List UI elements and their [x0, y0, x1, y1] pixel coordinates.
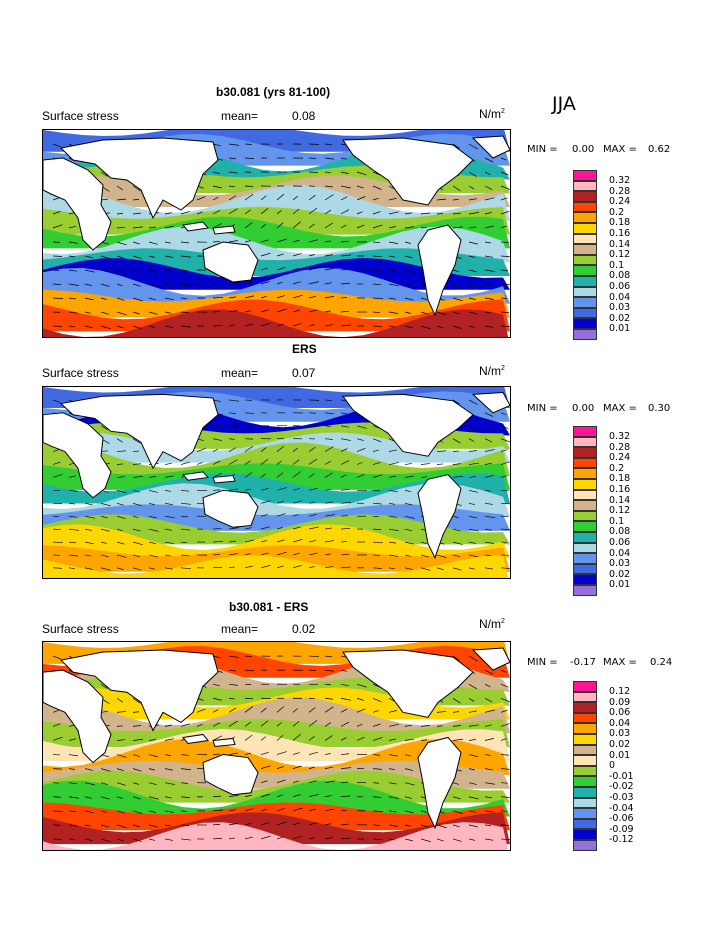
colorbar-tick-label: 0.04: [609, 717, 631, 729]
colorbar-tick-label: 0.02: [609, 568, 631, 580]
colorbar-tick-label: 0.32: [609, 431, 631, 442]
colorbar-tick-label: 0.32: [609, 175, 631, 186]
panel-1-map: [42, 129, 511, 338]
colorbar-tick-label: 0.16: [609, 227, 631, 239]
panel-3-map: [42, 641, 511, 851]
colorbar-tick-label: 0.18: [609, 217, 631, 229]
panel-1-units: N/m2: [479, 107, 505, 121]
colorbar-tick-label: 0.01: [609, 323, 631, 335]
colorbar-tick-label: 0.03: [609, 558, 631, 570]
panel-3-max-label: MAX =: [603, 657, 637, 668]
panel-1-min-label: MIN =: [527, 144, 558, 155]
panel-2-max-label: MAX =: [603, 403, 637, 414]
colorbar-tick-label: 0.2: [609, 462, 625, 474]
colorbar-tick-label: 0.14: [609, 238, 631, 250]
colorbar-tick-label: 0.02: [609, 738, 631, 750]
panel-2-min-label: MIN =: [527, 403, 558, 414]
panel-1-min-value: 0.00: [572, 144, 595, 155]
colorbar-tick-label: -0.03: [609, 791, 634, 803]
colorbar-tick-label: 0.24: [609, 196, 631, 208]
colorbar-tick-label: 0.06: [609, 280, 631, 292]
colorbar-tick-label: 0.14: [609, 494, 631, 506]
colorbar-tick-label: 0.12: [609, 686, 631, 697]
ocean-field: [43, 130, 510, 337]
panel-1-title: b30.081 (yrs 81-100): [216, 85, 331, 99]
colorbar-tick-label: -0.02: [609, 781, 634, 793]
colorbar-tick-label: 0.08: [609, 526, 631, 538]
panel-3-field: Surface stress: [42, 622, 119, 636]
panel-1-max-label: MAX =: [603, 144, 637, 155]
colorbar-tick-label: 0.18: [609, 473, 631, 485]
colorbar-tick-label: 0.04: [609, 547, 631, 559]
colorbar-tick-label: 0.04: [609, 291, 631, 303]
panel-2-min-value: 0.00: [572, 403, 595, 414]
panel-3-mean-label: mean=: [221, 622, 259, 636]
colorbar-tick-label: 0.01: [609, 579, 631, 591]
panel-3-title: b30.081 - ERS: [229, 600, 309, 614]
colorbar-tick-label: 0.28: [609, 185, 631, 197]
colorbar-tick-label: 0.12: [609, 249, 631, 261]
ocean-field: [43, 642, 510, 850]
season-label: JJA: [552, 93, 576, 115]
panel-1-field: Surface stress: [42, 109, 119, 123]
colorbar-tick-label: -0.01: [609, 770, 634, 782]
panel-3-min-label: MIN =: [527, 657, 558, 668]
colorbar-tick-label: -0.12: [609, 834, 634, 846]
panel-1-max-value: 0.62: [648, 144, 671, 155]
panel-2-field: Surface stress: [42, 366, 119, 380]
colorbar-tick-label: 0.24: [609, 452, 631, 464]
panel-3-units: N/m2: [479, 617, 505, 631]
panel-1-mean-value: 0.08: [292, 109, 316, 123]
panel-1-mean-label: mean=: [221, 109, 259, 123]
colorbar-tick-label: 0: [609, 760, 616, 772]
panel-3-mean-value: 0.02: [292, 622, 316, 636]
panel-2-mean-label: mean=: [221, 366, 259, 380]
colorbar-tick-label: 0.03: [609, 728, 631, 740]
colorbar-tick-label: 0.03: [609, 302, 631, 314]
colorbar-tick-label: -0.04: [609, 802, 634, 814]
colorbar-tick-label: 0.1: [609, 515, 625, 527]
colorbar-tick-label: -0.06: [609, 813, 634, 825]
panel-2-units: N/m2: [479, 364, 505, 378]
panel-3-max-value: 0.24: [650, 657, 673, 668]
colorbar-tick-label: 0.2: [609, 206, 625, 218]
colorbar-tick-label: 0.1: [609, 259, 625, 271]
colorbar-tick-label: 0.02: [609, 312, 631, 324]
colorbar-tick-label: 0.12: [609, 505, 631, 517]
panel-2-max-value: 0.30: [648, 403, 671, 414]
colorbar-tick-label: 0.28: [609, 441, 631, 453]
panel-2-map: [42, 386, 511, 579]
colorbar-tick-label: 0.06: [609, 707, 631, 719]
panel-2-title: ERS: [292, 342, 317, 356]
colorbar-tick-label: 0.16: [609, 483, 631, 495]
colorbar-tick-label: 0.01: [609, 749, 631, 761]
colorbar-tick-label: 0.06: [609, 536, 631, 548]
ocean-field: [43, 387, 510, 578]
colorbar-tick-label: -0.09: [609, 823, 634, 835]
colorbar-tick-label: 0.08: [609, 270, 631, 282]
colorbar-tick-label: 0.09: [609, 696, 631, 708]
panel-3-min-value: -0.17: [570, 657, 596, 668]
panel-2-mean-value: 0.07: [292, 366, 316, 380]
